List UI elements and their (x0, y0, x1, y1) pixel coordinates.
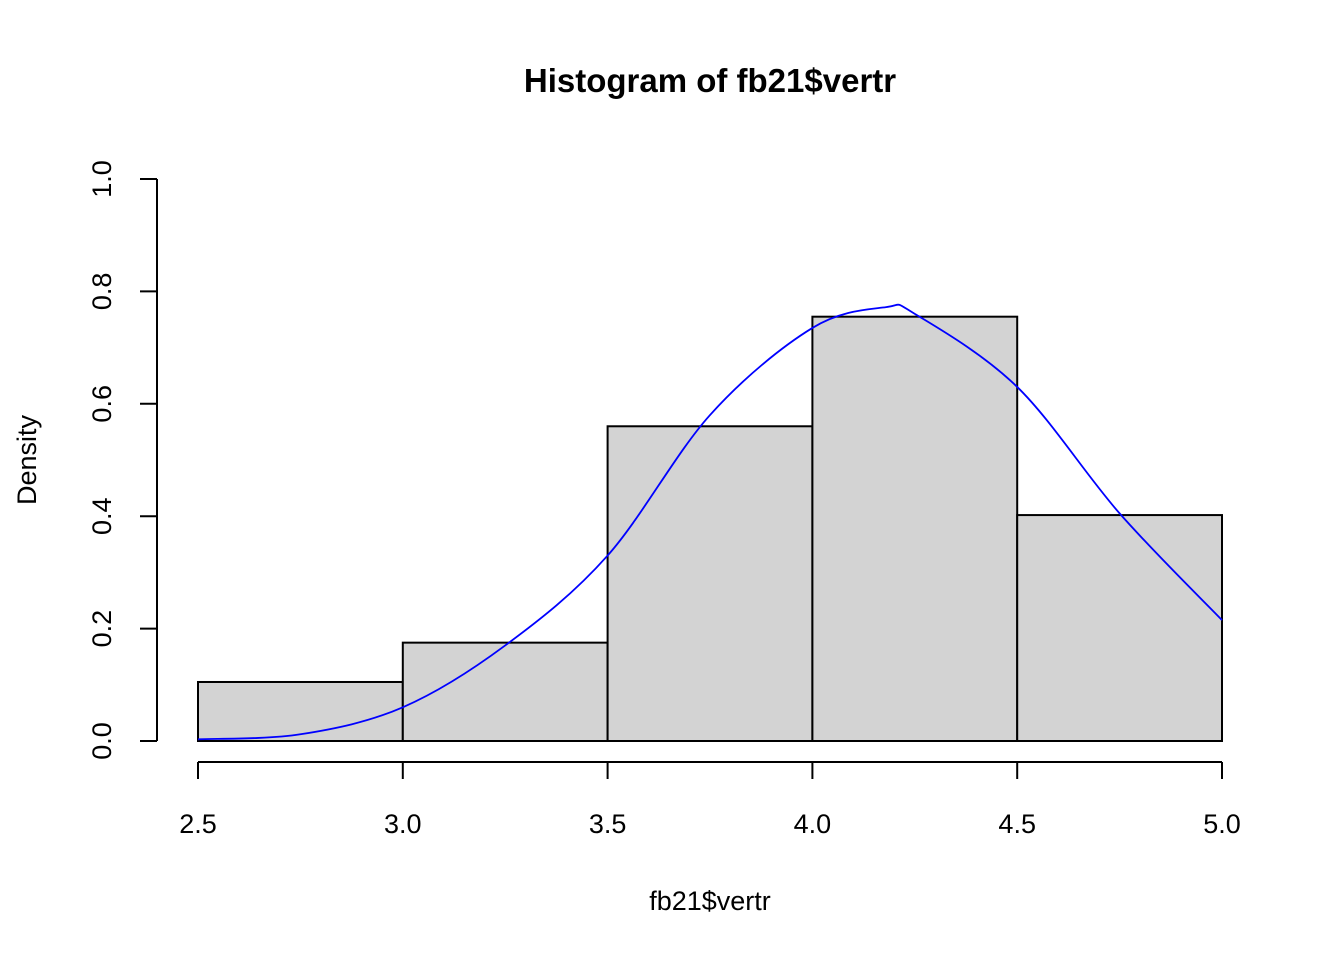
histogram-bar-1 (197, 680, 404, 742)
chart-title: Histogram of fb21$vertr (524, 62, 896, 99)
y-axis-label: Density (12, 414, 42, 505)
x-tick-label: 4.5 (998, 809, 1036, 839)
x-tick-label: 4.0 (794, 809, 832, 839)
x-axis-label: fb21$vertr (649, 886, 771, 916)
x-tick-label: 3.0 (384, 809, 422, 839)
histogram-bar-2 (401, 641, 609, 743)
y-tick-label: 0.4 (87, 497, 117, 535)
density-curve-group (197, 303, 1223, 741)
y-axis: 0.0 0.2 0.4 0.6 0.8 1.0 (87, 160, 158, 760)
bars-group (197, 315, 1224, 743)
y-tick-label: 0.2 (87, 610, 117, 648)
histogram-bar-3 (606, 425, 814, 742)
x-tick-label: 5.0 (1203, 809, 1241, 839)
x-tick-label: 3.5 (589, 809, 627, 839)
histogram-bar-5 (1016, 514, 1224, 742)
y-tick-label: 0.8 (87, 273, 117, 311)
x-tick-label: 2.5 (179, 809, 217, 839)
x-axis: 2.5 3.0 3.5 4.0 4.5 5.0 (179, 761, 1241, 839)
y-tick-label: 0.0 (87, 722, 117, 760)
density-curve (197, 303, 1223, 741)
y-tick-label: 0.6 (87, 385, 117, 423)
histogram-bar-4 (811, 315, 1019, 742)
y-tick-label: 1.0 (87, 160, 117, 198)
